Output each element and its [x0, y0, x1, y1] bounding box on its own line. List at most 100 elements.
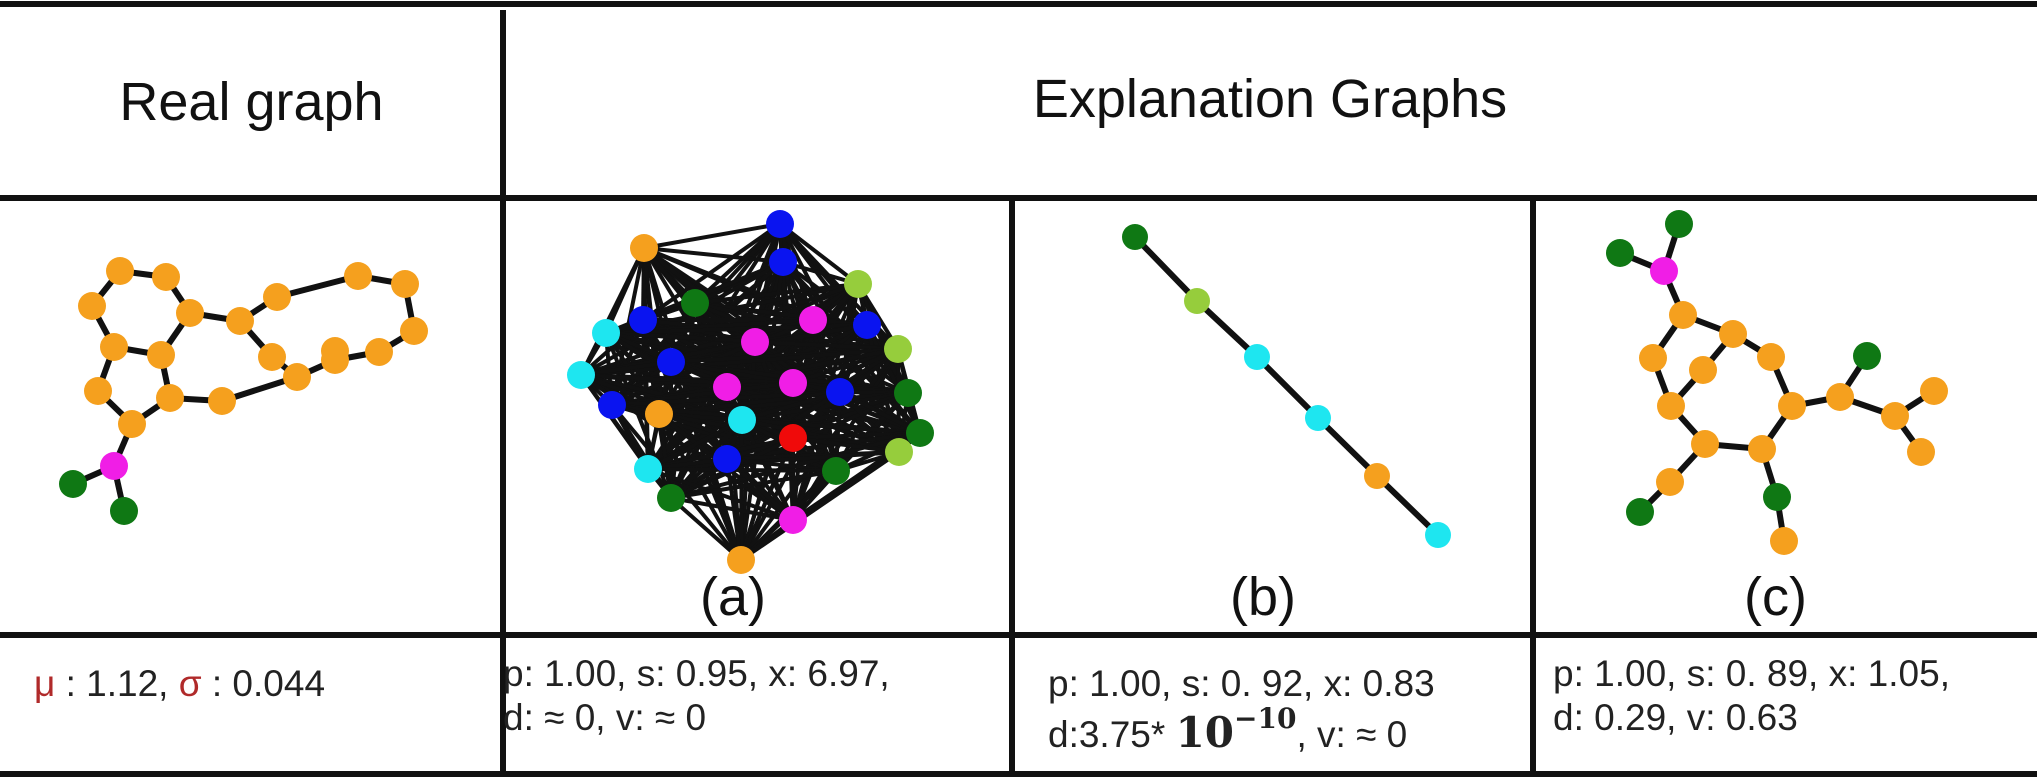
- graph-node-red: [779, 424, 807, 452]
- graph-node-green: [822, 457, 850, 485]
- graph-edge: [1315, 415, 1380, 479]
- stats-b: p: 1.00, s: 0. 92, x: 0.83 d:3.75* 10−10…: [1048, 662, 1435, 759]
- stats-b-line2: d:3.75* 10−10, v: ≈ 0: [1048, 702, 1435, 758]
- graph-node-green: [906, 419, 934, 447]
- graph-edge: [670, 469, 837, 500]
- graph-node-green: [1626, 498, 1654, 526]
- explanation-graph-a: [567, 210, 934, 574]
- graph-node-blue: [629, 306, 657, 334]
- stats-a: p: 1.00, s: 0.95, x: 6.97, d: ≈ 0, v: ≈ …: [503, 652, 890, 741]
- graph-edge: [580, 347, 899, 377]
- graph-node-orange: [365, 338, 393, 366]
- graph-node-orange: [156, 384, 184, 412]
- graph-edge: [778, 222, 860, 286]
- graph-edge: [647, 467, 837, 473]
- power-exponent: −10: [1234, 702, 1297, 736]
- graph-node-blue: [769, 248, 797, 276]
- graph-edge: [1374, 473, 1441, 538]
- graph-node-blue: [598, 391, 626, 419]
- graph-edge: [741, 390, 841, 422]
- graph-edge: [1254, 354, 1321, 421]
- graph-node-magenta: [713, 373, 741, 401]
- stats-c: p: 1.00, s: 0. 89, x: 1.05, d: 0.29, v: …: [1553, 652, 1950, 741]
- stats-b-d-prefix: d:3.75*: [1048, 714, 1176, 756]
- graph-node-blue: [853, 311, 881, 339]
- graph-node-light-green: [1184, 288, 1210, 314]
- sigma-value: : 0.044: [201, 663, 326, 704]
- explanation-graph-c: [1606, 210, 1948, 555]
- graph-edge: [647, 467, 794, 522]
- graph-node-green: [1853, 342, 1881, 370]
- graph-node-orange: [1920, 377, 1948, 405]
- graph-node-orange: [1770, 527, 1798, 555]
- graph-node-magenta: [779, 506, 807, 534]
- graph-node-orange: [630, 234, 658, 262]
- graph-node-light-green: [884, 335, 912, 363]
- graph-node-orange: [344, 262, 372, 290]
- graph-edge: [865, 324, 922, 434]
- graph-node-orange: [1639, 344, 1667, 372]
- panel-label-a: (a): [700, 567, 766, 627]
- graph-node-orange: [84, 377, 112, 405]
- graph-edge: [754, 340, 899, 351]
- graph-node-magenta: [100, 452, 128, 480]
- graph-node-orange: [226, 307, 254, 335]
- stats-b-power: 10−10: [1175, 702, 1297, 758]
- graph-edge: [1132, 234, 1200, 304]
- graph-node-orange: [1907, 438, 1935, 466]
- graph-node-orange: [1719, 320, 1747, 348]
- graph-edge: [741, 418, 921, 435]
- panel-label-c: (c): [1744, 567, 1807, 627]
- graph-edge: [739, 419, 744, 561]
- explanation-graph-b: [1122, 224, 1451, 548]
- graph-node-cyan: [592, 319, 620, 347]
- graph-node-orange: [1778, 392, 1806, 420]
- graph-node-blue: [826, 378, 854, 406]
- graph-node-cyan: [728, 406, 756, 434]
- graph-edge: [839, 390, 921, 435]
- graph-node-magenta: [741, 328, 769, 356]
- header-explanation-graphs: Explanation Graphs: [1032, 69, 1508, 129]
- graph-node-orange: [176, 299, 204, 327]
- graph-edge: [657, 413, 673, 499]
- stats-real: μ : 1.12, σ : 0.044: [34, 662, 325, 706]
- stats-b-line1: p: 1.00, s: 0. 92, x: 0.83: [1048, 663, 1435, 704]
- graph-node-orange: [1669, 301, 1697, 329]
- power-base: 10: [1175, 708, 1235, 758]
- graph-edge: [610, 403, 743, 562]
- graph-node-orange: [1656, 468, 1684, 496]
- graph-node-cyan: [1425, 522, 1451, 548]
- graph-edge: [647, 418, 743, 471]
- graph-edge: [670, 496, 794, 522]
- graph-edge: [641, 222, 782, 322]
- graph-node-orange: [100, 333, 128, 361]
- graph-node-cyan: [634, 455, 662, 483]
- graph-node-green: [1122, 224, 1148, 250]
- graph-edge: [694, 282, 859, 305]
- graph-node-orange: [1881, 402, 1909, 430]
- graph-node-orange: [1757, 343, 1785, 371]
- graph-edge: [669, 496, 743, 562]
- graph-node-orange: [400, 317, 428, 345]
- graph-node-blue: [657, 348, 685, 376]
- graph-node-green: [1763, 483, 1791, 511]
- mu-symbol: μ: [34, 663, 56, 704]
- graph-edge: [669, 418, 744, 500]
- graph-node-orange: [118, 410, 146, 438]
- graph-node-light-green: [844, 270, 872, 298]
- graph-node-light-green: [885, 438, 913, 466]
- graph-edge: [792, 431, 921, 440]
- stats-c-line2: d: 0.29, v: 0.63: [1553, 697, 1798, 739]
- graph-edge: [580, 360, 672, 377]
- graph-node-magenta: [799, 306, 827, 334]
- stats-a-line2: d: ≈ 0, v: ≈ 0: [503, 697, 707, 739]
- stats-a-line1: p: 1.00, s: 0.95, x: 6.97,: [503, 653, 890, 694]
- graph-node-orange: [1691, 430, 1719, 458]
- graph-node-green: [657, 484, 685, 512]
- graph-node-orange: [258, 343, 286, 371]
- graph-edge: [792, 347, 899, 385]
- graph-node-orange: [727, 546, 755, 574]
- graph-edge: [647, 450, 900, 471]
- graph-edge: [643, 246, 784, 264]
